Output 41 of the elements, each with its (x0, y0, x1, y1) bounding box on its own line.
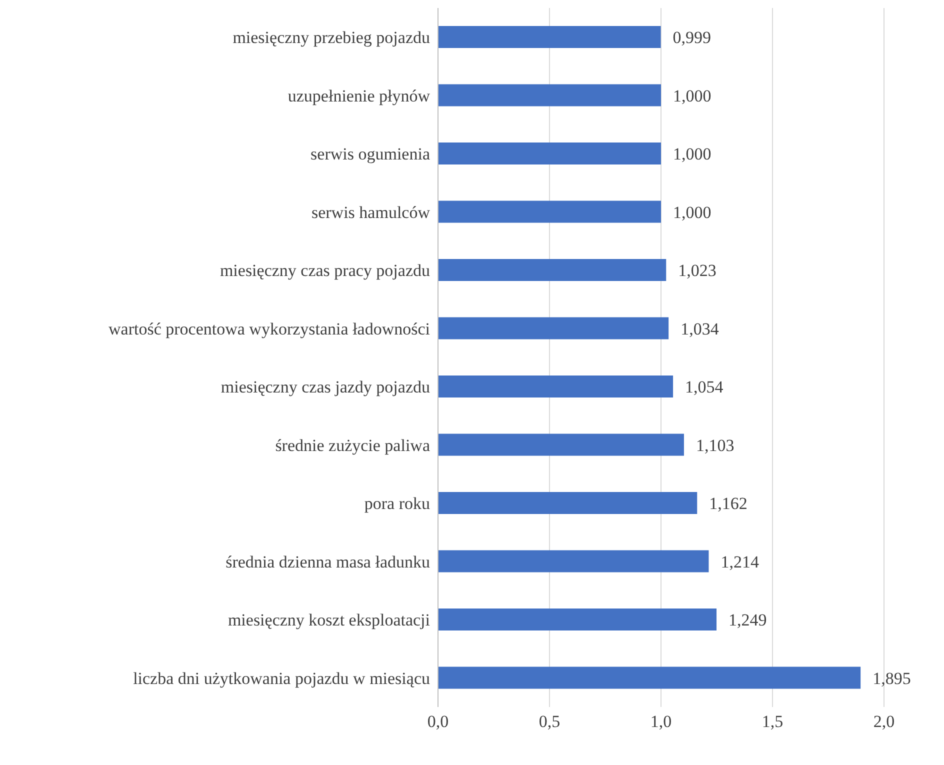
y-tick-label: miesięczny przebieg pojazdu (232, 28, 430, 48)
bar (438, 84, 661, 106)
bar (438, 26, 661, 48)
x-tick-label: 0,0 (427, 712, 449, 732)
bar (438, 492, 698, 514)
y-tick-label: miesięczny koszt eksploatacji (228, 610, 430, 630)
bar (438, 317, 669, 340)
x-tick-label: 1,5 (762, 712, 784, 732)
bar (438, 666, 861, 689)
data-label: 1,214 (720, 552, 760, 572)
bar (438, 434, 684, 456)
data-label: 1,249 (728, 610, 767, 630)
bar (438, 259, 666, 281)
y-tick-label: średnie zużycie paliwa (275, 436, 430, 455)
data-label: 1,000 (673, 202, 712, 222)
y-tick-label: serwis hamulców (311, 202, 431, 222)
data-label: 1,054 (685, 378, 724, 397)
y-tick-label: wartość procentowa wykorzystania ładowności (108, 319, 430, 338)
data-label: 1,103 (696, 436, 734, 455)
data-label: 1,023 (678, 261, 716, 280)
y-tick-label: serwis ogumienia (310, 144, 430, 164)
bar (438, 550, 709, 572)
y-tick-label: miesięczny czas jazdy pojazdu (220, 378, 430, 397)
bar (438, 608, 717, 630)
y-tick-label: średnia dzienna masa ładunku (226, 552, 430, 572)
y-tick-label: liczba dni użytkowania pojazdu w miesiącu (133, 668, 430, 688)
data-label: 1,000 (673, 86, 712, 106)
x-tick-label: 0,5 (538, 712, 560, 732)
data-label: 1,034 (680, 319, 720, 338)
data-label: 1,895 (872, 668, 911, 688)
bar (438, 200, 661, 223)
bar (438, 142, 661, 164)
x-tick-label: 1,0 (650, 712, 672, 732)
y-tick-label: miesięczny czas pracy pojazdu (220, 261, 430, 280)
x-tick-label: 2,0 (873, 712, 895, 732)
data-label: 1,000 (673, 144, 712, 164)
data-label: 0,999 (672, 28, 712, 48)
y-tick-label: pora roku (364, 494, 430, 514)
y-tick-label: uzupełnienie płynów (288, 86, 431, 106)
data-label: 1,162 (709, 494, 748, 514)
bar (438, 376, 674, 398)
